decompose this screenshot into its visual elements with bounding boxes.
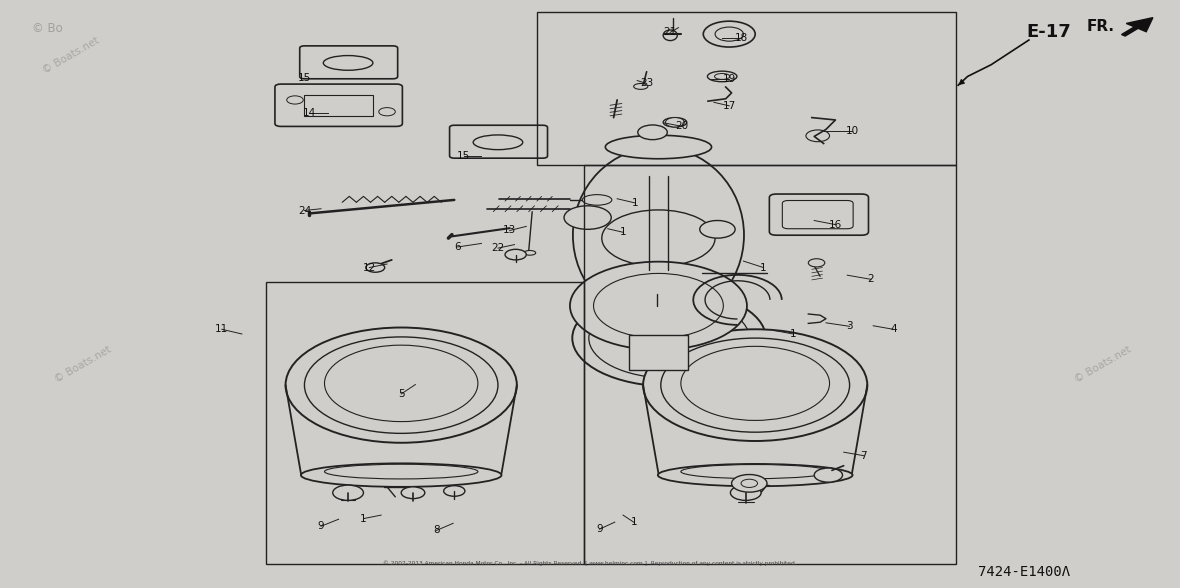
Text: E-17: E-17 (1027, 24, 1071, 41)
Circle shape (570, 262, 747, 350)
Ellipse shape (582, 195, 612, 205)
Text: 15: 15 (297, 72, 312, 83)
Text: © Boats.net: © Boats.net (53, 345, 112, 385)
Circle shape (808, 259, 825, 267)
Text: 9: 9 (596, 524, 603, 534)
Text: 15: 15 (457, 151, 471, 161)
Bar (266, 282, 584, 564)
Ellipse shape (663, 118, 687, 127)
Circle shape (730, 485, 761, 500)
Text: 9: 9 (317, 521, 324, 532)
Text: 1: 1 (760, 262, 767, 273)
FancyBboxPatch shape (769, 194, 868, 235)
Text: 1: 1 (789, 329, 797, 339)
Text: 21: 21 (663, 27, 677, 38)
FancyBboxPatch shape (450, 125, 548, 158)
Text: 20: 20 (675, 121, 689, 132)
Ellipse shape (700, 220, 735, 238)
Text: © 2002-2013 American Honda Motor Co., Inc. - All Rights Reserved. [ www.helminc.: © 2002-2013 American Honda Motor Co., In… (384, 560, 796, 566)
Circle shape (715, 27, 743, 41)
Text: 11: 11 (215, 324, 229, 335)
Ellipse shape (301, 463, 502, 487)
Text: 1: 1 (630, 517, 637, 527)
Text: 7: 7 (860, 450, 867, 461)
Circle shape (741, 479, 758, 487)
Text: 10: 10 (845, 125, 859, 136)
Ellipse shape (524, 250, 536, 255)
Ellipse shape (663, 30, 677, 41)
Text: 14: 14 (302, 108, 316, 118)
Circle shape (681, 346, 830, 420)
Circle shape (286, 328, 517, 443)
Ellipse shape (605, 135, 712, 159)
Circle shape (401, 487, 425, 499)
FancyBboxPatch shape (782, 201, 853, 229)
Ellipse shape (573, 147, 743, 323)
Circle shape (505, 249, 526, 260)
FancyBboxPatch shape (275, 84, 402, 126)
Bar (537, 12, 956, 165)
Circle shape (602, 210, 715, 266)
Text: 13: 13 (503, 225, 517, 236)
Text: 7424-E1400Λ: 7424-E1400Λ (978, 564, 1070, 579)
Text: 1: 1 (360, 513, 367, 524)
Circle shape (661, 338, 850, 432)
Bar (584, 165, 956, 564)
Circle shape (572, 290, 766, 386)
Ellipse shape (707, 71, 736, 82)
Circle shape (643, 329, 867, 441)
Ellipse shape (564, 206, 611, 229)
Ellipse shape (637, 125, 668, 140)
Circle shape (444, 486, 465, 496)
Text: 2: 2 (867, 274, 874, 285)
Circle shape (304, 337, 498, 433)
Ellipse shape (473, 135, 523, 150)
Text: © Bo: © Bo (32, 22, 63, 35)
Text: © Boats.net: © Boats.net (1074, 345, 1133, 385)
Text: 12: 12 (362, 262, 376, 273)
Circle shape (703, 21, 755, 47)
Ellipse shape (657, 464, 852, 486)
Ellipse shape (324, 465, 478, 479)
Circle shape (324, 345, 478, 422)
Text: 22: 22 (491, 243, 505, 253)
Bar (304, 95, 373, 116)
Text: 5: 5 (398, 389, 405, 399)
Text: 4: 4 (890, 324, 897, 335)
Circle shape (806, 130, 830, 142)
Ellipse shape (681, 465, 830, 479)
Text: 1: 1 (620, 227, 627, 238)
Circle shape (666, 118, 684, 127)
Text: 23: 23 (640, 78, 654, 89)
Circle shape (333, 485, 363, 500)
FancyArrow shape (1121, 18, 1153, 36)
Circle shape (814, 468, 843, 482)
Text: 6: 6 (454, 242, 461, 252)
Text: 18: 18 (734, 33, 748, 44)
Text: 16: 16 (828, 219, 843, 230)
Circle shape (732, 475, 767, 492)
Text: 1: 1 (631, 198, 638, 208)
FancyBboxPatch shape (300, 46, 398, 79)
Text: FR.: FR. (1087, 19, 1115, 34)
Text: 19: 19 (722, 74, 736, 85)
Text: 8: 8 (433, 525, 440, 536)
Circle shape (589, 298, 749, 378)
Circle shape (594, 273, 723, 338)
Text: 24: 24 (297, 205, 312, 216)
Bar (629, 335, 688, 370)
Ellipse shape (715, 74, 729, 79)
Text: 17: 17 (722, 101, 736, 111)
Circle shape (366, 263, 385, 272)
Text: © Boats.net: © Boats.net (41, 36, 100, 76)
Text: 3: 3 (846, 321, 853, 332)
Circle shape (287, 96, 303, 104)
Circle shape (379, 108, 395, 116)
Ellipse shape (323, 56, 373, 71)
Ellipse shape (634, 83, 648, 89)
